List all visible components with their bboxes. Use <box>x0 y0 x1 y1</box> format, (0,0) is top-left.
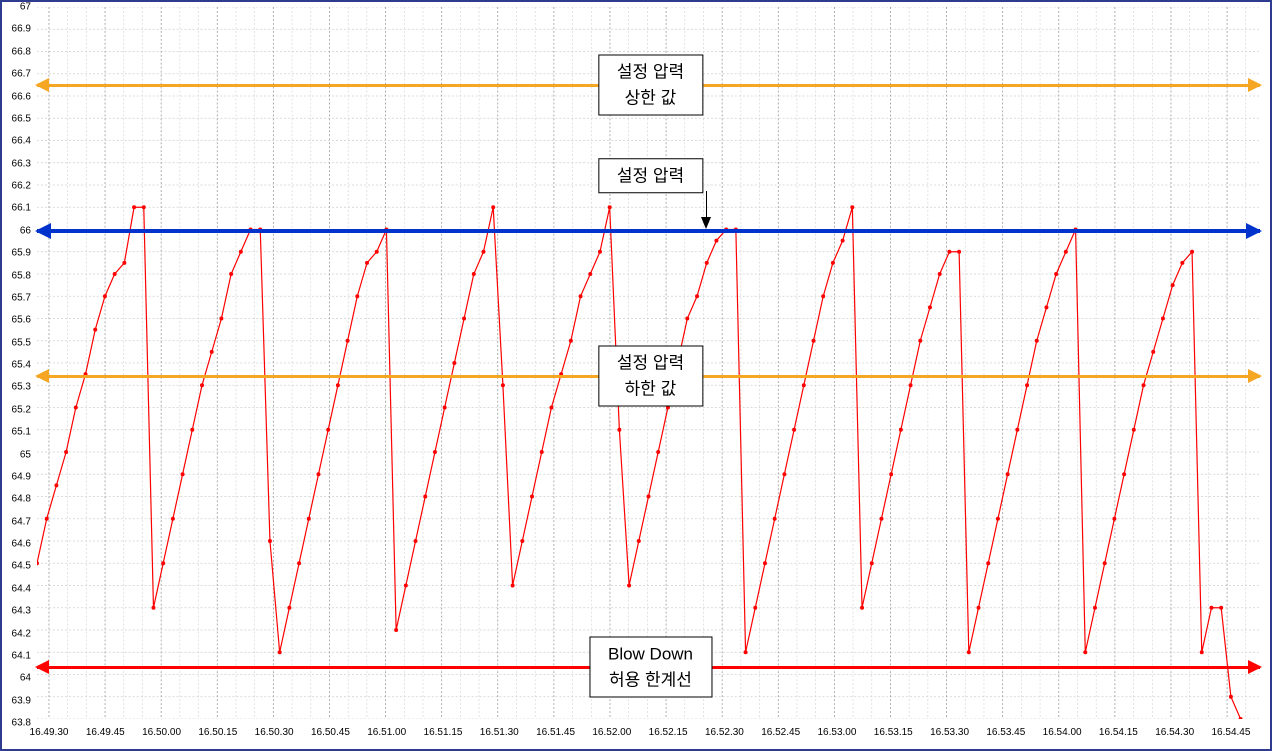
x-tick-label: 16.50.00 <box>142 727 181 738</box>
y-tick-label: 64.6 <box>12 539 31 550</box>
y-tick-label: 65.7 <box>12 292 31 303</box>
y-tick-label: 64.7 <box>12 516 31 527</box>
set-pressure-label-text: 설정 압력 <box>617 166 684 185</box>
y-tick-label: 64.2 <box>12 628 31 639</box>
y-tick-label: 65 <box>20 449 31 460</box>
y-tick-label: 64.8 <box>12 494 31 505</box>
y-tick-label: 66.8 <box>12 46 31 57</box>
lower-limit-label: 설정 압력 하한 값 <box>598 346 703 407</box>
x-tick-label: 16.50.45 <box>311 727 350 738</box>
y-tick-label: 65.8 <box>12 270 31 281</box>
x-tick-label: 16.51.00 <box>367 727 406 738</box>
upper-limit-label-line2: 상한 값 <box>625 88 677 107</box>
set-pressure-pointer-arrow-icon <box>701 217 711 229</box>
y-tick-label: 67 <box>20 2 31 13</box>
y-tick-label: 66.2 <box>12 181 31 192</box>
y-tick-label: 65.5 <box>12 337 31 348</box>
y-tick-label: 64.5 <box>12 561 31 572</box>
plot-area: 설정 압력 상한 값 설정 압력 설정 압력 하한 값 Blow Down 허용… <box>37 7 1260 719</box>
x-tick-label: 16.51.15 <box>424 727 463 738</box>
lower-limit-label-line1: 설정 압력 <box>617 354 684 373</box>
y-tick-label: 66.6 <box>12 91 31 102</box>
set-pressure-pointer-line <box>706 191 707 219</box>
x-tick-label: 16.53.45 <box>986 727 1025 738</box>
set-pressure-line <box>37 229 1260 233</box>
x-tick-label: 16.51.45 <box>536 727 575 738</box>
y-tick-label: 65.3 <box>12 382 31 393</box>
x-tick-label: 16.54.30 <box>1155 727 1194 738</box>
x-tick-label: 16.50.30 <box>255 727 294 738</box>
blowdown-limit-label-line2: 허용 한계선 <box>609 670 692 689</box>
x-tick-label: 16.49.45 <box>86 727 125 738</box>
y-tick-label: 65.4 <box>12 360 31 371</box>
x-tick-label: 16.50.15 <box>198 727 237 738</box>
y-tick-label: 65.2 <box>12 404 31 415</box>
y-tick-label: 65.9 <box>12 248 31 259</box>
y-tick-label: 65.1 <box>12 427 31 438</box>
y-tick-label: 64 <box>20 673 31 684</box>
y-tick-label: 66.4 <box>12 136 31 147</box>
y-tick-label: 66.9 <box>12 24 31 35</box>
x-tick-label: 16.52.30 <box>705 727 744 738</box>
y-tick-label: 65.6 <box>12 315 31 326</box>
x-tick-label: 16.53.15 <box>874 727 913 738</box>
x-tick-label: 16.53.00 <box>818 727 857 738</box>
y-tick-label: 66.3 <box>12 158 31 169</box>
x-tick-label: 16.49.30 <box>30 727 69 738</box>
y-axis-labels: 67 66.9 66.8 66.7 66.6 66.5 66.4 66.3 66.2 66.1 66… <box>2 2 35 719</box>
blowdown-limit-label-line1: Blow Down <box>608 645 693 664</box>
y-tick-label: 64.3 <box>12 606 31 617</box>
x-tick-label: 16.54.45 <box>1212 727 1251 738</box>
x-tick-label: 16.52.00 <box>592 727 631 738</box>
x-tick-label: 16.52.15 <box>649 727 688 738</box>
pressure-chart: 67 66.9 66.8 66.7 66.6 66.5 66.4 66.3 66.2 66.1 66… <box>0 0 1272 751</box>
y-tick-label: 63.9 <box>12 695 31 706</box>
upper-limit-label: 설정 압력 상한 값 <box>598 55 703 116</box>
y-tick-label: 64.4 <box>12 583 31 594</box>
y-tick-label: 66 <box>20 225 31 236</box>
x-tick-label: 16.51.30 <box>480 727 519 738</box>
blowdown-limit-label: Blow Down 허용 한계선 <box>589 637 712 698</box>
y-tick-label: 66.7 <box>12 69 31 80</box>
x-tick-label: 16.52.45 <box>761 727 800 738</box>
x-axis-labels: 16.49.3016.49.4516.50.0016.50.1516.50.30… <box>37 721 1260 749</box>
y-tick-label: 64.9 <box>12 471 31 482</box>
lower-limit-label-line2: 하한 값 <box>625 379 677 398</box>
x-tick-label: 16.53.30 <box>930 727 969 738</box>
x-tick-label: 16.54.15 <box>1099 727 1138 738</box>
y-tick-label: 63.8 <box>12 718 31 729</box>
y-tick-label: 66.5 <box>12 113 31 124</box>
set-pressure-label: 설정 압력 <box>598 158 703 194</box>
x-tick-label: 16.54.00 <box>1043 727 1082 738</box>
y-tick-label: 66.1 <box>12 203 31 214</box>
upper-limit-label-line1: 설정 압력 <box>617 63 684 82</box>
y-tick-label: 64.1 <box>12 650 31 661</box>
